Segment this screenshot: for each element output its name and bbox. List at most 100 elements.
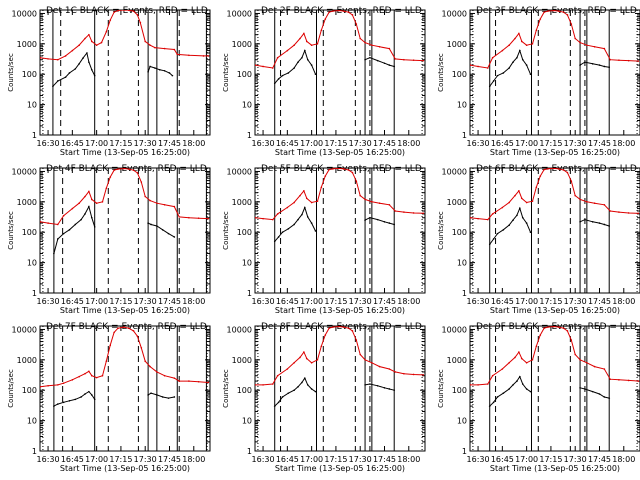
series-events-point xyxy=(173,396,176,398)
series-events-line xyxy=(147,65,173,76)
series-lld-point xyxy=(355,339,358,341)
x-tick-label: 18:00 xyxy=(612,455,635,464)
series-events-point xyxy=(68,72,71,74)
plot-area xyxy=(470,168,640,293)
series-events-point xyxy=(519,207,521,209)
plot-area xyxy=(40,10,210,135)
series-lld-point xyxy=(163,374,166,377)
series-events-point xyxy=(80,396,82,398)
y-axis-label: Counts/sec xyxy=(7,369,15,408)
series-lld-point xyxy=(543,168,545,171)
series-lld-point xyxy=(574,194,577,197)
series-lld-point xyxy=(163,203,166,206)
x-tick-label: 17:15 xyxy=(539,297,562,306)
series-events-point xyxy=(364,219,366,221)
x-tick-label: 17:15 xyxy=(109,297,132,306)
series-lld-point xyxy=(422,212,425,215)
series-lld-point xyxy=(105,187,108,190)
series-lld-point xyxy=(123,326,125,328)
plot-frame xyxy=(469,9,640,136)
series-lld-point xyxy=(579,359,581,361)
plot-area xyxy=(470,10,640,135)
series-lld-point xyxy=(531,200,534,203)
series-events-point xyxy=(376,59,379,62)
series-events-point xyxy=(603,223,606,226)
x-tick-label: 16:45 xyxy=(276,139,299,148)
series-lld-point xyxy=(163,47,166,50)
series-events-point xyxy=(171,74,174,77)
series-events-point xyxy=(173,236,176,238)
y-tick-label: 10000 xyxy=(442,325,467,334)
x-axis-label: Start Time (13-Sep-05 16:25:00) xyxy=(60,148,190,157)
series-events-point xyxy=(287,392,290,394)
x-tick-label: 16:30 xyxy=(37,297,60,306)
series-lld-point xyxy=(136,14,139,16)
series-lld-point xyxy=(593,202,596,205)
series-lld-point xyxy=(316,200,319,203)
series-lld-point xyxy=(324,18,327,20)
series-lld-point xyxy=(127,10,130,12)
plot-frame xyxy=(39,9,211,136)
series-lld-point xyxy=(40,385,42,388)
plot-frame xyxy=(469,325,640,452)
series-lld-point xyxy=(371,201,373,203)
series-lld-point xyxy=(95,44,98,47)
x-tick-label: 17:45 xyxy=(373,455,396,464)
x-tick-label: 17:15 xyxy=(324,455,347,464)
series-lld-point xyxy=(132,330,135,332)
series-events-point xyxy=(90,68,93,71)
series-lld-point xyxy=(156,202,158,205)
x-tick-label: 18:00 xyxy=(397,455,420,464)
series-lld-point xyxy=(403,372,405,375)
series-lld-point xyxy=(113,169,115,172)
series-lld-point xyxy=(491,56,494,59)
x-tick-label: 17:45 xyxy=(373,297,396,306)
panel-5: Det 5F BLACK = Events, RED = LLD11010010… xyxy=(222,164,426,315)
series-events-point xyxy=(301,381,303,384)
series-events-point xyxy=(74,68,77,70)
series-lld-point xyxy=(518,190,520,192)
y-tick-label: 10 xyxy=(27,259,37,268)
series-lld-point xyxy=(351,330,354,332)
series-lld-point xyxy=(470,216,472,219)
x-tick-label: 16:45 xyxy=(491,139,514,148)
series-events-point xyxy=(492,80,495,82)
series-lld-point xyxy=(109,19,112,22)
series-lld-point xyxy=(394,58,396,60)
series-events-point xyxy=(584,61,586,63)
series-lld-point xyxy=(286,206,289,209)
x-tick-label: 18:00 xyxy=(182,455,205,464)
series-events-point xyxy=(161,396,164,398)
series-lld-point xyxy=(127,168,130,170)
x-tick-label: 17:30 xyxy=(349,139,372,148)
series-events-point xyxy=(93,74,96,77)
series-lld-point xyxy=(347,11,350,14)
series-lld-point xyxy=(553,326,555,328)
series-events-point xyxy=(273,82,276,85)
series-lld-point xyxy=(255,384,257,386)
series-lld-point xyxy=(422,59,425,62)
series-lld-point xyxy=(627,379,630,382)
y-tick-label: 100 xyxy=(452,386,467,395)
series-events-point xyxy=(383,387,386,389)
x-tick-label: 17:15 xyxy=(109,455,132,464)
series-lld-point xyxy=(105,30,108,33)
y-tick-label: 1000 xyxy=(447,40,467,49)
y-tick-label: 1 xyxy=(462,131,467,140)
y-tick-label: 10000 xyxy=(442,9,467,18)
series-lld-point xyxy=(603,368,606,370)
x-tick-label: 17:15 xyxy=(109,139,132,148)
panel-9: Det 9F BLACK = Events, RED = LLD11010010… xyxy=(437,322,640,473)
series-events-point xyxy=(314,230,317,232)
series-events-point xyxy=(496,74,499,77)
x-tick-label: 16:30 xyxy=(467,139,490,148)
series-lld-point xyxy=(197,217,200,219)
series-lld-point xyxy=(90,374,93,377)
series-events-point xyxy=(314,390,317,393)
series-events-point xyxy=(310,388,313,390)
y-tick-label: 10000 xyxy=(227,325,252,334)
y-tick-label: 1 xyxy=(247,447,252,456)
series-lld-point xyxy=(293,361,295,364)
series-lld-point xyxy=(173,205,176,208)
